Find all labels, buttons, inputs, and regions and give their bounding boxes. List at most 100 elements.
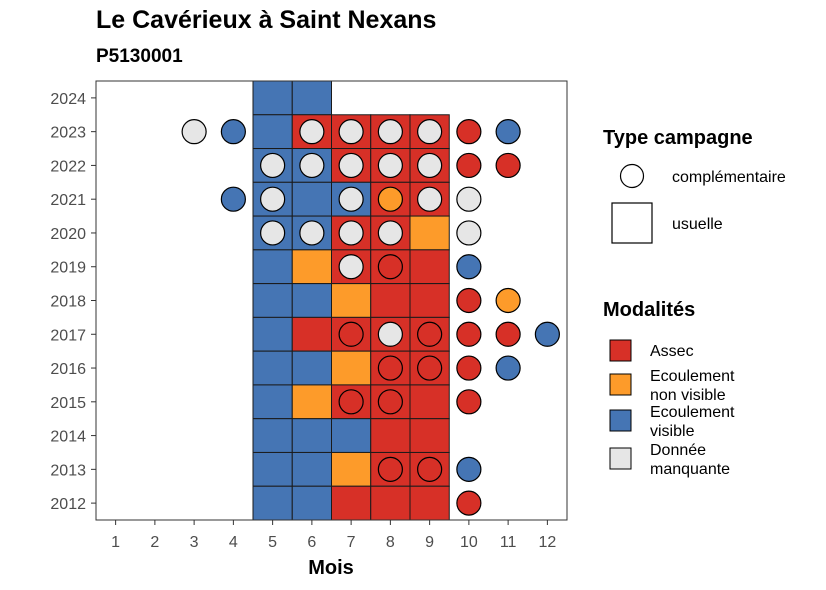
tile-2012-m5-ecoulement-visible [252,485,293,521]
point-2023-m9-donnee-manquante [417,119,443,145]
y-tick-label-2022: 2022 [50,158,86,175]
legend: Type campagne complémentaire usuelle Modali… [603,127,786,478]
y-tick-label-2023: 2023 [50,125,86,142]
point-2019-m7-donnee-manquante [338,254,364,280]
tile-2012-m9-assec [409,485,450,521]
point-2021-m7-donnee-manquante [338,186,364,212]
y-tick-label-2019: 2019 [50,260,86,277]
tile-2015-m6-ecoulement-non-visible [291,384,332,420]
chart-title: Le Cavérieux à Saint Nexans [96,6,437,34]
point-2017-m11-assec [495,321,521,347]
tile-2013-m7-ecoulement-non-visible [331,451,372,487]
tile-2013-m5-ecoulement-visible [252,451,293,487]
legend-label-ecoulement-visible-0: Ecoulement [650,404,735,421]
point-2021-m10-donnee-manquante [456,186,482,212]
tile-2023-m5-ecoulement-visible [252,114,293,150]
legend-key-ecoulement-visible [609,409,632,432]
x-tick-label-10: 10 [460,534,478,551]
tile-2015-m5-ecoulement-visible [252,384,293,420]
y-tick-label-2016: 2016 [50,361,86,378]
point-2022-m6-donnee-manquante [299,152,325,179]
point-2017-m8-donnee-manquante [377,321,403,347]
legend-square-icon [611,202,653,244]
point-2023-m11-ecoulement-visible [495,119,521,145]
legend-type-label-complementaire: complémentaire [672,169,786,186]
tile-2015-m9-assec [409,384,450,420]
point-2020-m8-donnee-manquante [377,220,403,246]
x-tick-label-2: 2 [150,534,159,551]
point-2017-m10-assec [456,321,482,347]
x-tick-label-3: 3 [190,534,199,551]
legend-circle-icon [619,163,645,189]
point-2023-m7-donnee-manquante [338,119,364,145]
x-tick-label-11: 11 [500,534,517,551]
legend-type-label-usuelle: usuelle [672,216,723,233]
legend-modalites-title: Modalités [603,299,695,321]
tile-2021-m6-ecoulement-visible [291,181,332,217]
x-tick-label-7: 7 [347,534,356,551]
point-2018-m10-assec [456,287,482,314]
legend-label-donnee-manquante-0: Donnée [650,442,706,459]
x-tick-label-9: 9 [425,534,434,551]
y-tick-label-2015: 2015 [50,395,86,412]
legend-label-assec-0: Assec [650,343,694,360]
tile-2012-m8-assec [370,485,411,521]
y-tick-label-2020: 2020 [50,226,86,243]
point-2020-m6-donnee-manquante [299,220,325,246]
point-2023-m6-donnee-manquante [299,119,325,145]
legend-label-ecoulement-non-visible-0: Ecoulement [650,368,735,385]
point-2015-m10-assec [456,389,482,415]
y-tick-label-2014: 2014 [50,429,86,446]
y-tick-label-2021: 2021 [50,192,86,209]
chart-subtitle: P5130001 [96,46,183,67]
point-2016-m8-assec [377,355,403,381]
point-2023-m4-ecoulement-visible [220,119,246,145]
tile-2012-m7-assec [331,485,372,521]
point-2013-m10-ecoulement-visible [456,456,482,482]
point-2012-m10-assec [456,490,482,516]
point-2021-m8-ecoulement-non-visible [377,186,403,212]
tile-2017-m5-ecoulement-visible [252,316,293,352]
legend-label-ecoulement-visible-1: visible [650,423,695,440]
point-2013-m9-assec [417,456,443,482]
tile-2018-m5-ecoulement-visible [252,283,293,318]
point-2022-m7-donnee-manquante [338,152,364,179]
tile-2017-m6-assec [291,316,332,352]
x-tick-label-6: 6 [307,534,316,551]
point-2023-m3-donnee-manquante [181,119,207,145]
tile-2013-m6-ecoulement-visible [291,451,332,487]
tile-2014-m6-ecoulement-visible [291,418,332,453]
y-tick-label-2012: 2012 [50,496,86,513]
tile-2020-m9-ecoulement-non-visible [409,215,450,251]
tile-2016-m5-ecoulement-visible [252,350,293,386]
point-2019-m10-ecoulement-visible [456,254,482,280]
tile-2016-m6-ecoulement-visible [291,350,332,386]
tile-2018-m8-assec [370,283,411,318]
point-2022-m5-donnee-manquante [260,152,286,179]
tile-2019-m5-ecoulement-visible [252,249,293,285]
legend-key-assec [609,339,632,362]
point-2022-m11-assec [495,152,521,179]
legend-label-donnee-manquante-1: manquante [650,461,730,478]
point-2023-m10-assec [456,119,482,145]
tile-2019-m6-ecoulement-non-visible [291,249,332,285]
point-2016-m9-assec [417,355,443,381]
legend-type-title: Type campagne [603,127,753,149]
legend-key-donnee-manquante [609,447,632,470]
point-2022-m8-donnee-manquante [377,152,403,179]
tile-2012-m6-ecoulement-visible [291,485,332,521]
x-tick-label-5: 5 [268,534,277,551]
x-axis-title: Mois [308,557,354,579]
tile-2018-m7-ecoulement-non-visible [331,283,372,318]
tile-2018-m9-assec [409,283,450,318]
point-2016-m10-assec [456,355,482,381]
point-2017-m9-assec [417,321,443,347]
y-tick-label-2017: 2017 [50,327,86,344]
point-2020-m5-donnee-manquante [260,220,286,246]
x-tick-label-4: 4 [229,534,238,551]
tile-2014-m9-assec [409,418,450,453]
x-tick-label-1: 1 [111,534,120,551]
usuelle-tiles [252,80,450,521]
point-2022-m9-donnee-manquante [417,152,443,179]
